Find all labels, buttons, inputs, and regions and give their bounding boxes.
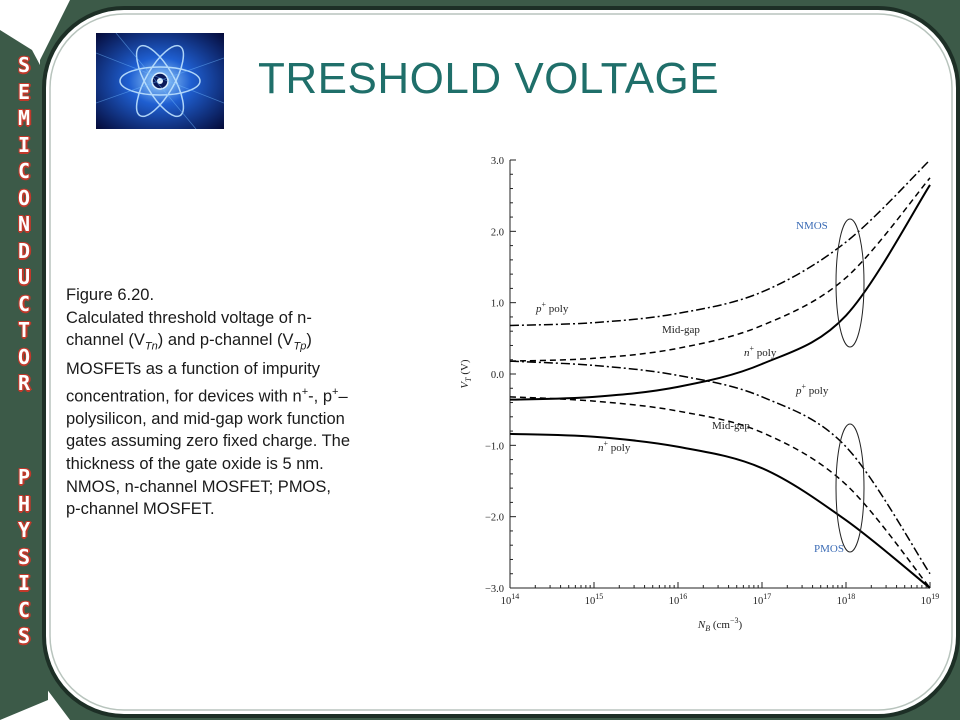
sidebar-letter: R	[17, 371, 31, 395]
caption-superscript: +	[332, 385, 339, 398]
series-label: Mid-gap	[662, 324, 700, 336]
caption-text: –	[338, 387, 348, 406]
caption-text: gates assuming zero fixed charge. The	[66, 432, 351, 451]
sidebar-letter: U	[17, 265, 31, 289]
sidebar-letter: S	[17, 53, 31, 77]
sidebar-letter: C	[17, 159, 31, 183]
caption-text: channel (V	[66, 331, 145, 350]
nmos-group-ellipse	[835, 218, 865, 348]
sidebar-banner	[0, 30, 48, 720]
nmos-group-label: NMOS	[796, 220, 828, 232]
pmos-group-label: PMOS	[814, 543, 844, 555]
sidebar-letter: Y	[17, 518, 31, 542]
caption-text: Calculated threshold voltage of n-	[66, 308, 312, 327]
pmos-group-ellipse	[835, 423, 865, 553]
x-tick-label: 1019	[921, 592, 940, 607]
series-line-pmos-ppoly	[509, 360, 931, 575]
sidebar-letter: C	[17, 291, 31, 316]
sidebar-letter: T	[17, 318, 31, 342]
y-tick-label: −1.0	[485, 441, 504, 452]
series-line-pmos-npoly	[509, 432, 931, 589]
x-axis-label: NB (cm−3)	[697, 616, 743, 633]
x-tick-label: 1018	[837, 592, 856, 607]
sidebar-letter: C	[17, 597, 31, 622]
caption-subscript: Tn	[144, 340, 158, 353]
content-panel-inner-edge	[49, 13, 953, 711]
x-tick-label: 1016	[669, 592, 688, 607]
y-tick-label: 2.0	[491, 227, 504, 238]
caption-text: concentration, for devices with n	[66, 387, 302, 406]
caption-text: p-channel MOSFET.	[66, 500, 215, 519]
sidebar-letter: H	[17, 491, 31, 516]
sidebar-letter: N	[17, 212, 31, 236]
sidebar-letter: I	[17, 132, 31, 157]
caption-text: )	[306, 331, 312, 350]
y-tick-label: −2.0	[485, 513, 504, 524]
sidebar-letter: D	[17, 238, 31, 263]
sidebar-letter: S	[17, 544, 31, 569]
y-axis-label: VT (V)	[459, 359, 473, 389]
y-tick-label: 3.0	[491, 156, 504, 167]
series-label: p+ poly	[795, 382, 829, 397]
figure-caption: Figure 6.20. Calculated threshold voltag…	[66, 284, 450, 521]
atom-logo-icon	[96, 33, 224, 129]
caption-body: Calculated threshold voltage of n- chann…	[66, 307, 450, 521]
caption-text: NMOS, n-channel MOSFET; PMOS,	[66, 477, 331, 496]
sidebar-letter: I	[17, 571, 31, 595]
x-tick-label: 1014	[501, 592, 520, 607]
caption-text: ) and p-channel (V	[157, 331, 294, 350]
x-tick-label: 1017	[753, 592, 772, 607]
sidebar-letter: S	[17, 624, 31, 648]
caption-subscript: Tp	[293, 340, 307, 353]
series-line-nmos-midgap	[509, 177, 931, 362]
caption-text: thickness of the gate oxide is 5 nm.	[66, 454, 324, 473]
series-line-nmos-ppoly	[509, 159, 931, 327]
y-tick-label: −3.0	[485, 584, 504, 595]
sidebar-letter: M	[17, 106, 31, 130]
sidebar-letter: E	[17, 79, 31, 104]
x-tick-label: 1015	[585, 592, 604, 607]
sidebar-letter: O	[17, 344, 31, 369]
sidebar-letter: P	[17, 465, 31, 489]
series-label: Mid-gap	[712, 420, 750, 432]
series-line-nmos-npoly	[509, 184, 931, 401]
series-label: n+ poly	[744, 344, 777, 359]
y-tick-label: 0.0	[491, 370, 504, 381]
page-title: TRESHOLD VOLTAGE	[258, 54, 720, 103]
series-label: n+ poly	[598, 439, 631, 454]
series-line-pmos-midgap	[509, 396, 931, 589]
y-tick-label: 1.0	[491, 299, 504, 310]
series-label: p+ poly	[535, 300, 569, 315]
caption-text: -, p	[308, 387, 332, 406]
caption-text: polysilicon, and mid-gap work function	[66, 409, 345, 428]
content-panel	[42, 6, 960, 718]
caption-superscript: +	[301, 385, 309, 398]
sidebar-letter: O	[17, 185, 31, 210]
caption-text: MOSFETs as a function of impurity	[66, 360, 321, 379]
caption-heading: Figure 6.20.	[66, 286, 155, 304]
